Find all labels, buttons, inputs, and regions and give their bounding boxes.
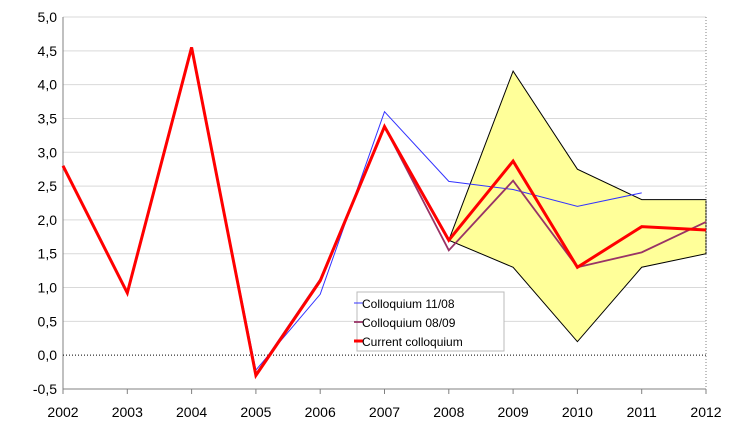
x-tick-label: 2005 <box>240 404 271 420</box>
x-tick-label: 2006 <box>305 404 336 420</box>
y-tick-label: 3,5 <box>38 110 58 126</box>
y-tick-label: 4,0 <box>38 77 58 93</box>
x-tick-label: 2009 <box>498 404 529 420</box>
y-tick-label: 2,0 <box>38 212 58 228</box>
y-tick-label: -0,5 <box>33 381 57 397</box>
x-tick-label: 2010 <box>562 404 593 420</box>
x-tick-label: 2002 <box>47 404 78 420</box>
x-tick-label: 2011 <box>627 404 657 420</box>
y-tick-label: 1,0 <box>38 280 58 296</box>
y-tick-label: 5,0 <box>38 9 58 25</box>
legend-label: Current colloquium <box>362 335 463 349</box>
x-tick-label: 2008 <box>433 404 464 420</box>
legend-label: Colloquium 08/09 <box>362 316 456 330</box>
y-tick-label: 0,0 <box>38 347 58 363</box>
legend-label: Colloquium 11/08 <box>362 297 455 311</box>
x-tick-label: 2003 <box>112 404 143 420</box>
y-tick-label: 0,5 <box>38 313 58 329</box>
y-tick-label: 4,5 <box>38 43 58 59</box>
y-tick-label: 2,5 <box>38 178 58 194</box>
y-tick-label: 3,0 <box>38 144 58 160</box>
x-tick-label: 2007 <box>369 404 400 420</box>
x-tick-label: 2012 <box>690 404 721 420</box>
y-tick-label: 1,5 <box>38 246 58 262</box>
x-tick-label: 2004 <box>176 404 207 420</box>
